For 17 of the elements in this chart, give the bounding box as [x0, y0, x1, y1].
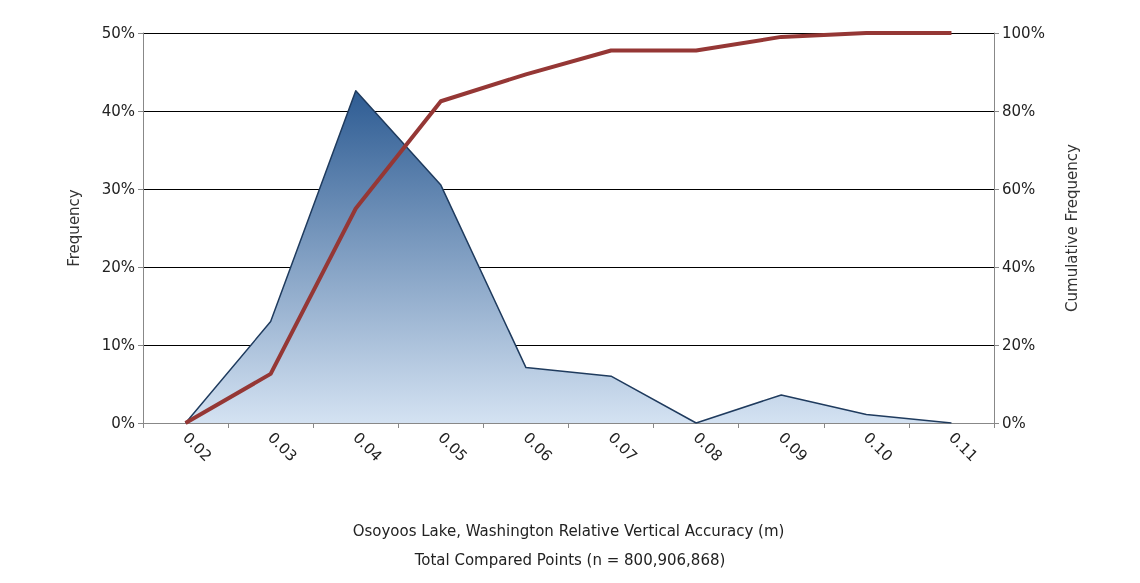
y-tick-label: 20% — [101, 258, 135, 276]
y-tick-label: 50% — [101, 24, 135, 42]
y2-tick-label: 60% — [1002, 180, 1036, 198]
y-tick-label: 40% — [101, 102, 135, 120]
line-series — [183, 31, 954, 425]
y2-tick-label: 20% — [1002, 336, 1036, 354]
y2-tick-label: 80% — [1002, 102, 1036, 120]
y2-tick-label: 0% — [1002, 414, 1026, 432]
y2-axis-title: Cumulative Frequency — [1062, 143, 1081, 312]
y-tick-label: 30% — [101, 180, 135, 198]
y-tick-label: 10% — [101, 336, 135, 354]
y2-tick-label: 40% — [1002, 258, 1036, 276]
text: Total Compared Points (n = 800,906,868) — [413, 550, 726, 569]
y2-tick-label: 100% — [1002, 24, 1045, 42]
y-axis-title: Frequency — [64, 189, 83, 267]
y-tick-label: 0% — [111, 414, 135, 432]
x-axis-title: Osoyoos Lake, Washington Relative Vertical Accuracy (m) — [352, 521, 785, 540]
